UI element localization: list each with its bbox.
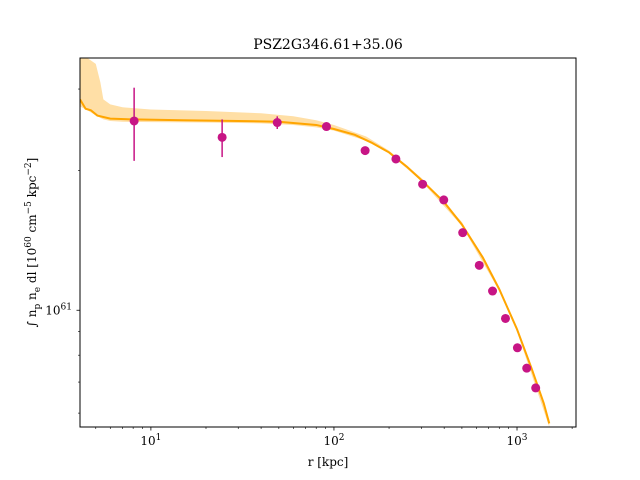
data-point (458, 228, 468, 238)
data-point (500, 313, 510, 323)
ticks-layer: 101 102 103 1061 (45, 88, 573, 448)
chart-title: PSZ2G346.61+35.06 (253, 37, 403, 53)
data-point (321, 122, 331, 132)
model-line-layer (80, 98, 551, 424)
data-point (360, 146, 370, 156)
x-tick-label: 103 (507, 433, 528, 448)
x-tick-label: 102 (323, 433, 344, 448)
y-axis-label: ∫ np ne dl [1060 cm−5 kpc−2] (24, 158, 43, 328)
data-point (474, 260, 484, 270)
data-point (272, 118, 282, 128)
data-point (531, 383, 541, 393)
x-tick-label: 101 (140, 433, 161, 448)
data-point (488, 286, 498, 296)
data-point (418, 179, 428, 189)
data-point (522, 363, 532, 373)
y-tick-label: 1061 (45, 302, 72, 317)
data-point (391, 154, 401, 164)
model-line (80, 98, 551, 424)
data-point (512, 343, 522, 353)
plot-frame (79, 57, 577, 428)
data-point (439, 195, 449, 205)
x-axis-label: r [kpc] (308, 455, 349, 469)
data-point (129, 116, 139, 126)
data-points-layer (129, 87, 541, 393)
data-point (217, 132, 227, 142)
model-band-layer (80, 58, 550, 427)
model-uncertainty-band (80, 58, 550, 427)
